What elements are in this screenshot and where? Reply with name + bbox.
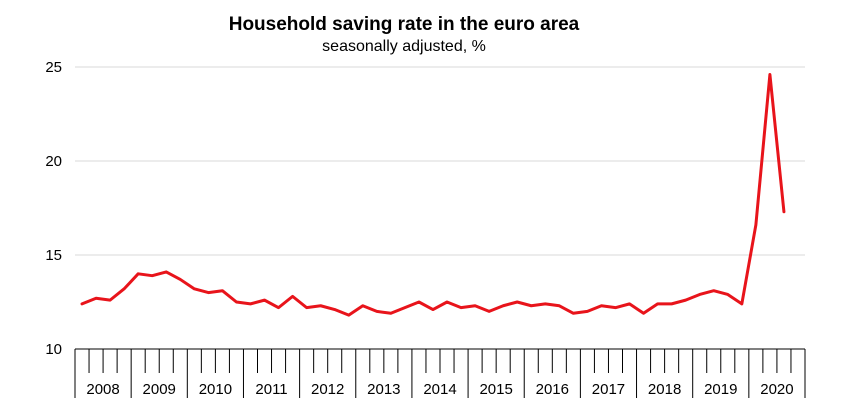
data-point	[572, 312, 575, 315]
data-point	[726, 293, 729, 296]
series-line	[80, 73, 786, 317]
x-tick-label: 2015	[479, 381, 512, 398]
x-tick-label: 2017	[592, 381, 625, 398]
data-point	[235, 301, 238, 303]
x-tick-label: 2012	[311, 381, 344, 398]
chart-subtitle: seasonally adjusted, %	[322, 38, 486, 55]
data-point	[558, 304, 561, 307]
data-point	[544, 303, 547, 305]
x-tick-label: 2009	[143, 381, 176, 398]
x-tick-label: 2013	[367, 381, 400, 398]
data-point	[207, 291, 210, 294]
y-tick-label: 20	[45, 153, 62, 170]
data-point	[347, 314, 350, 316]
data-point	[249, 303, 252, 305]
y-axis: 10 15 20 25	[45, 59, 62, 358]
data-point	[263, 299, 266, 301]
data-point	[361, 304, 364, 307]
data-point	[446, 301, 448, 303]
data-point	[502, 304, 504, 307]
data-point	[193, 288, 196, 290]
data-point	[586, 310, 589, 313]
x-tick-label: 2014	[423, 381, 456, 398]
data-point	[741, 303, 743, 305]
data-point	[137, 273, 139, 275]
data-point	[81, 303, 83, 305]
data-point	[95, 297, 97, 300]
data-point	[165, 271, 168, 273]
data-point	[614, 306, 617, 309]
y-tick-label: 25	[45, 59, 62, 76]
x-tick-label: 2020	[760, 381, 793, 398]
data-point	[628, 303, 631, 305]
x-tick-label: 2018	[648, 381, 681, 398]
data-point	[670, 303, 673, 305]
x-axis: 2008 2009 2010 2011 2012 2013 2014 2015 2016 2017…	[74, 348, 806, 398]
data-point	[530, 304, 533, 307]
data-point	[516, 301, 519, 303]
data-point	[109, 299, 111, 301]
data-point	[291, 295, 294, 298]
data-point	[783, 210, 785, 213]
data-point	[656, 303, 659, 305]
series-layer	[80, 73, 786, 317]
data-point	[179, 278, 182, 281]
data-point	[376, 310, 378, 313]
data-point	[333, 308, 336, 311]
data-point	[123, 288, 125, 290]
data-point	[488, 310, 490, 313]
data-point	[432, 308, 434, 311]
data-point	[418, 301, 420, 303]
y-tick-label: 10	[45, 341, 62, 358]
data-point	[305, 306, 308, 309]
data-point	[221, 289, 224, 292]
x-tick-label: 2010	[199, 381, 232, 398]
data-point	[151, 274, 154, 277]
data-point	[684, 299, 687, 301]
grid-lines	[75, 66, 805, 256]
data-point	[404, 306, 406, 309]
data-point	[600, 304, 603, 307]
x-tick-label: 2016	[536, 381, 569, 398]
data-point	[474, 304, 476, 307]
y-tick-label: 15	[45, 247, 62, 264]
data-point	[755, 224, 757, 226]
x-tick-label: 2008	[86, 381, 119, 398]
data-point	[769, 73, 771, 76]
x-tick-label: 2019	[704, 381, 737, 398]
x-tick-label: 2011	[255, 381, 287, 398]
data-point	[319, 304, 322, 307]
data-point	[390, 312, 392, 315]
data-point	[642, 312, 645, 315]
data-point	[712, 289, 715, 292]
data-point	[277, 306, 280, 309]
data-point	[698, 293, 701, 296]
chart-title: Household saving rate in the euro area	[228, 14, 580, 35]
data-point	[460, 306, 462, 309]
